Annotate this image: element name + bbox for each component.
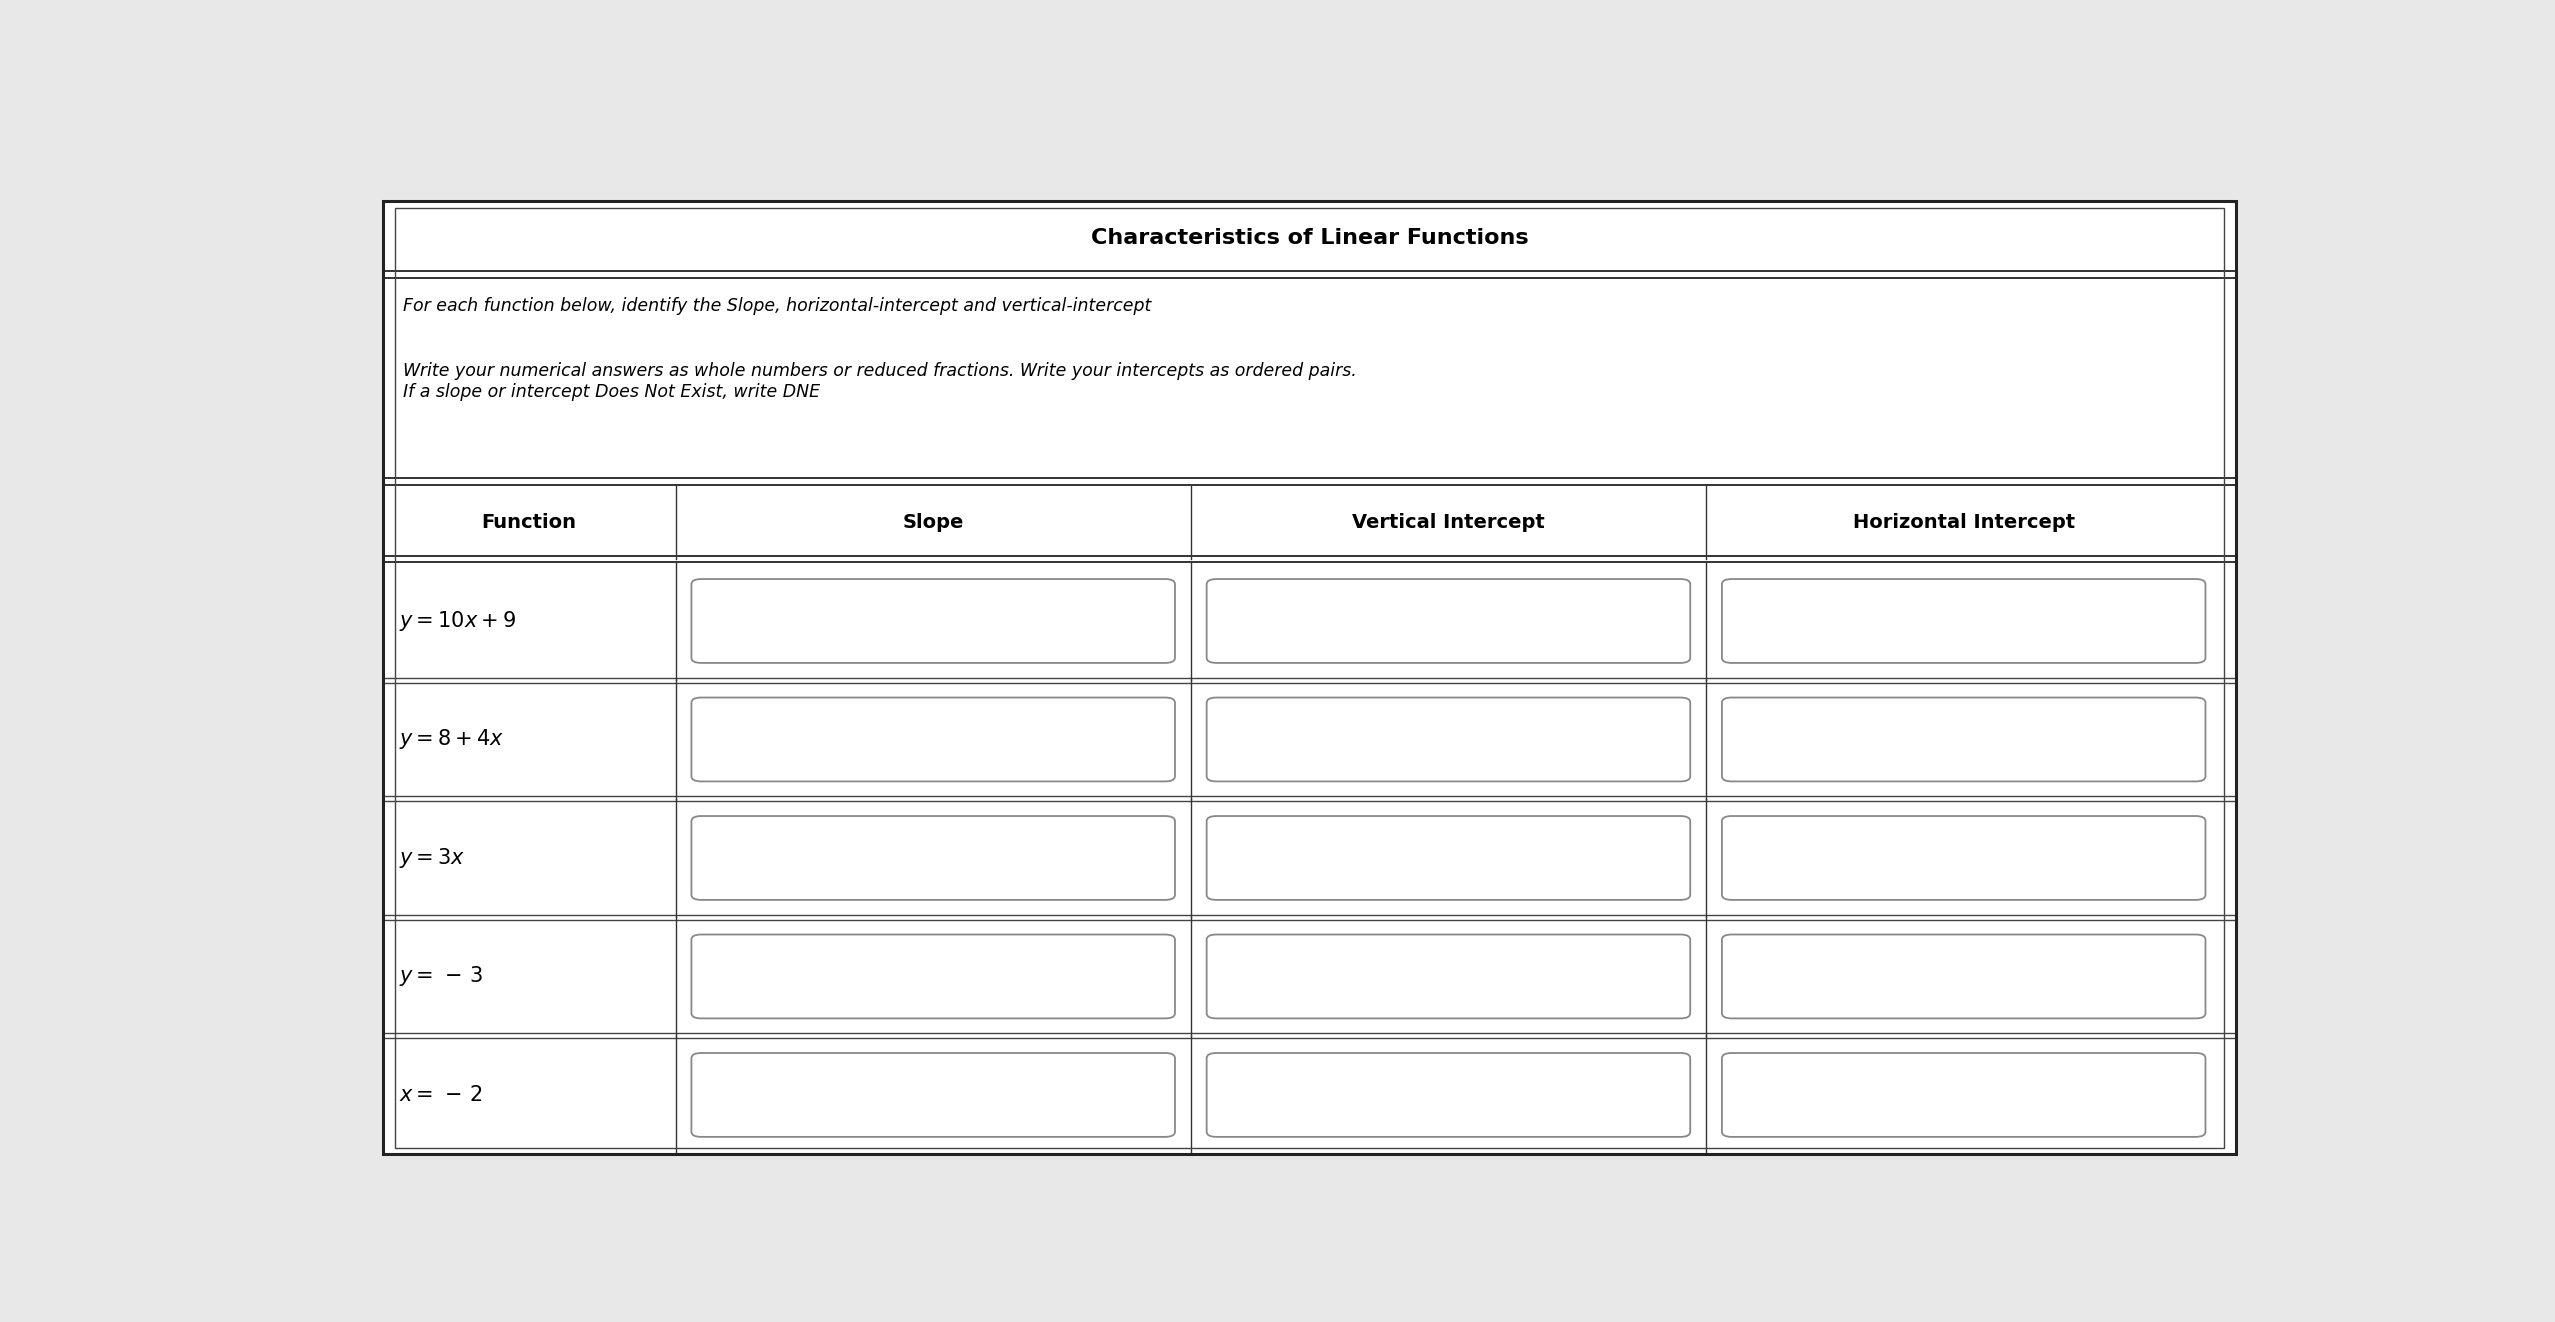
Text: For each function below, identify the Slope, horizontal-intercept and vertical-i: For each function below, identify the Sl… [404,296,1150,315]
FancyBboxPatch shape [1722,935,2205,1018]
Text: $y = 3x$: $y = 3x$ [399,846,465,870]
Text: Function: Function [483,513,577,531]
FancyBboxPatch shape [1206,698,1691,781]
FancyBboxPatch shape [1206,1054,1691,1137]
FancyBboxPatch shape [692,698,1175,781]
Text: Horizontal Intercept: Horizontal Intercept [1852,513,2075,531]
Text: Vertical Intercept: Vertical Intercept [1352,513,1546,531]
FancyBboxPatch shape [1206,816,1691,900]
Text: Write your numerical answers as whole numbers or reduced fractions. Write your i: Write your numerical answers as whole nu… [404,362,1357,401]
FancyBboxPatch shape [1722,816,2205,900]
Text: Characteristics of Linear Functions: Characteristics of Linear Functions [1091,227,1528,249]
Text: $x = \,-\,2$: $x = \,-\,2$ [399,1085,483,1105]
Text: $y = 8 + 4x$: $y = 8 + 4x$ [399,727,503,751]
FancyBboxPatch shape [1722,698,2205,781]
FancyBboxPatch shape [1206,935,1691,1018]
FancyBboxPatch shape [692,579,1175,662]
FancyBboxPatch shape [692,935,1175,1018]
Text: $y = \,-\,3$: $y = \,-\,3$ [399,965,483,989]
Text: $y = 10x + 9$: $y = 10x + 9$ [399,609,516,633]
FancyBboxPatch shape [1206,579,1691,662]
FancyBboxPatch shape [692,816,1175,900]
FancyBboxPatch shape [1722,1054,2205,1137]
Text: Slope: Slope [902,513,963,531]
FancyBboxPatch shape [692,1054,1175,1137]
FancyBboxPatch shape [1722,579,2205,662]
